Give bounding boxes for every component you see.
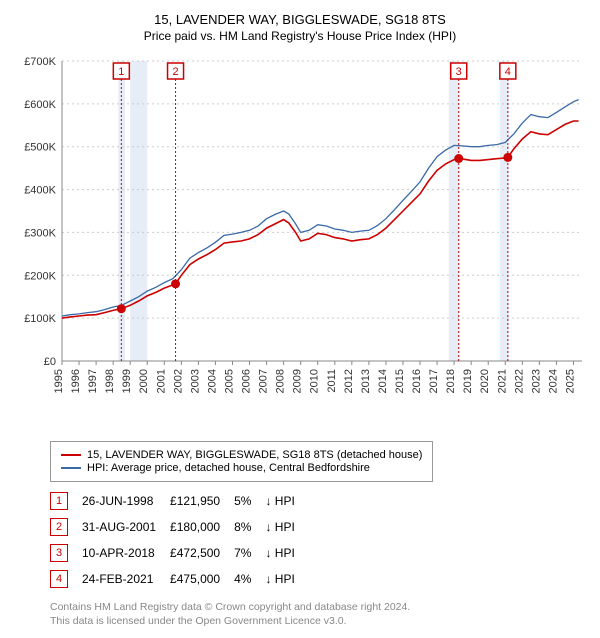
transactions-table: 126-JUN-1998£121,9505%↓ HPI231-AUG-2001£… (50, 488, 309, 592)
x-tick-label: 2018 (445, 369, 457, 393)
x-tick-label: 2014 (377, 369, 389, 393)
chart-area: £0 £100K £200K £300K £400K £500K £600K £700K 199… (10, 51, 590, 431)
x-tick-label: 2024 (547, 369, 559, 393)
transaction-dot (171, 279, 180, 288)
trans-pct: 4% (234, 566, 265, 592)
trans-date: 10-APR-2018 (82, 540, 170, 566)
trans-pct: 8% (234, 514, 265, 540)
trans-date: 31-AUG-2001 (82, 514, 170, 540)
x-tick-label: 2023 (530, 369, 542, 393)
x-tick-label: 2011 (326, 369, 338, 393)
x-tick-label: 2021 (496, 369, 508, 393)
x-tick-label: 1996 (70, 369, 82, 393)
x-tick-label: 2020 (479, 369, 491, 393)
x-tick-label: 2010 (309, 369, 321, 393)
x-tick-label: 2008 (275, 369, 287, 393)
legend-swatch-hpi (61, 467, 81, 469)
x-tick-label: 2013 (360, 369, 372, 393)
table-row: 2 31-AUG-2001£180,0008%↓ HPI (50, 514, 309, 540)
y-tick-label: £400K (24, 185, 56, 197)
legend-text-property: 15, LAVENDER WAY, BIGGLESWADE, SG18 8TS … (87, 449, 422, 461)
y-tick-label: £300K (24, 227, 56, 239)
x-tick-label: 2017 (428, 369, 440, 393)
transaction-dot (117, 304, 126, 313)
trans-dir: ↓ HPI (265, 540, 308, 566)
recession-band (130, 61, 147, 361)
x-tick-label: 2019 (462, 369, 474, 393)
table-row: 3 10-APR-2018£472,5007%↓ HPI (50, 540, 309, 566)
table-row: 4 24-FEB-2021£475,0004%↓ HPI (50, 566, 309, 592)
x-tick-label: 2000 (138, 369, 150, 393)
legend-text-hpi: HPI: Average price, detached house, Cent… (87, 462, 370, 474)
x-tick-label: 2006 (241, 369, 253, 393)
x-tick-label: 2016 (411, 369, 423, 393)
chart-subtitle: Price paid vs. HM Land Registry's House … (10, 29, 590, 43)
y-tick-label: £100K (24, 313, 56, 325)
transaction-dot (454, 154, 463, 163)
x-tick-label: 2002 (172, 369, 184, 393)
trans-price: £180,000 (170, 514, 234, 540)
trans-dir: ↓ HPI (265, 488, 308, 514)
x-tick-label: 1999 (121, 369, 133, 393)
y-tick-label: £200K (24, 270, 56, 282)
table-row: 1 26-JUN-1998£121,9505%↓ HPI (50, 488, 309, 514)
marker-box: 1 (50, 492, 68, 510)
x-tick-label: 1998 (104, 369, 116, 393)
x-tick-label: 2005 (223, 369, 235, 393)
x-tick-label: 2015 (394, 369, 406, 393)
marker-number: 2 (172, 66, 178, 78)
x-tick-label: 2025 (564, 369, 576, 393)
trans-date: 26-JUN-1998 (82, 488, 170, 514)
x-tick-label: 2007 (258, 369, 270, 393)
x-tick-label: 2003 (189, 369, 201, 393)
footer: Contains HM Land Registry data © Crown c… (50, 600, 590, 628)
legend: 15, LAVENDER WAY, BIGGLESWADE, SG18 8TS … (50, 441, 433, 482)
legend-row: 15, LAVENDER WAY, BIGGLESWADE, SG18 8TS … (61, 449, 422, 461)
marker-number: 4 (505, 66, 511, 78)
footer-line-1: Contains HM Land Registry data © Crown c… (50, 600, 590, 614)
legend-swatch-property (61, 454, 81, 456)
trans-price: £472,500 (170, 540, 234, 566)
y-tick-label: £500K (24, 142, 56, 154)
transaction-dot (503, 153, 512, 162)
trans-pct: 5% (234, 488, 265, 514)
trans-date: 24-FEB-2021 (82, 566, 170, 592)
marker-number: 3 (456, 66, 462, 78)
y-tick-label: £0 (44, 356, 56, 368)
y-tick-label: £600K (24, 99, 56, 111)
trans-dir: ↓ HPI (265, 566, 308, 592)
x-tick-label: 2009 (292, 369, 304, 393)
marker-number: 1 (118, 66, 124, 78)
recession-band (449, 61, 459, 361)
x-tick-label: 2022 (513, 369, 525, 393)
line-chart-svg: £0 £100K £200K £300K £400K £500K £600K £700K 199… (10, 51, 590, 431)
trans-dir: ↓ HPI (265, 514, 308, 540)
x-tick-label: 2001 (155, 369, 167, 393)
chart-title: 15, LAVENDER WAY, BIGGLESWADE, SG18 8TS (10, 12, 590, 27)
trans-pct: 7% (234, 540, 265, 566)
marker-box: 2 (50, 518, 68, 536)
trans-price: £121,950 (170, 488, 234, 514)
marker-box: 3 (50, 544, 68, 562)
x-tick-label: 1995 (53, 369, 65, 393)
legend-row: HPI: Average price, detached house, Cent… (61, 462, 422, 474)
marker-box: 4 (50, 570, 68, 588)
x-tick-label: 2004 (206, 369, 218, 393)
y-tick-label: £700K (24, 56, 56, 68)
x-tick-label: 2012 (343, 369, 355, 393)
x-tick-label: 1997 (87, 369, 99, 393)
footer-line-2: This data is licensed under the Open Gov… (50, 614, 590, 628)
trans-price: £475,000 (170, 566, 234, 592)
